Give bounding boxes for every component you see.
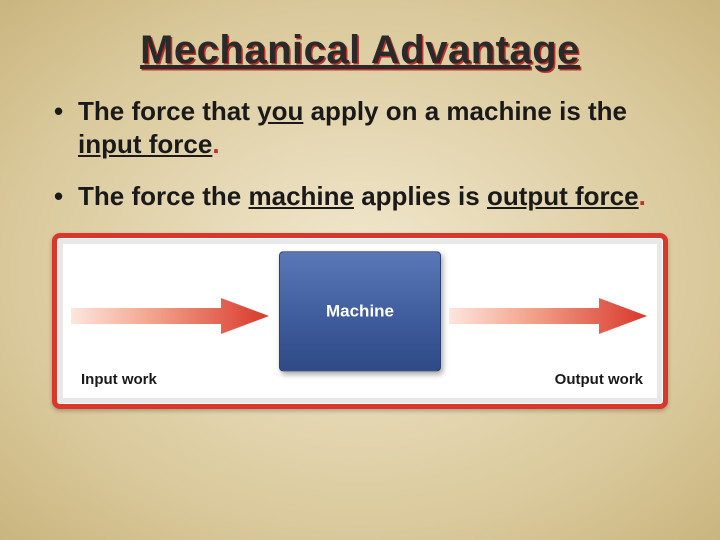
- bullet-1: The force that you apply on a machine is…: [50, 95, 678, 160]
- bullet-2-period: .: [639, 181, 646, 211]
- bullet-1-period: .: [212, 129, 219, 159]
- output-arrow-icon: [449, 294, 649, 338]
- bullet-2-u1: machine: [248, 181, 354, 211]
- bullet-1-pre: The force that: [78, 96, 257, 126]
- output-work-label: Output work: [555, 371, 643, 388]
- bullet-2-mid: applies is: [354, 181, 487, 211]
- bullet-2-u2: output force: [487, 181, 639, 211]
- input-work-label: Input work: [81, 371, 157, 388]
- machine-box: Machine: [279, 251, 441, 371]
- bullet-2-pre: The force the: [78, 181, 248, 211]
- diagram-canvas: Machine Input work Output work: [63, 244, 657, 398]
- slide-title: Mechanical Advantage: [42, 28, 678, 73]
- bullet-1-u2: input force: [78, 129, 212, 159]
- machine-label: Machine: [326, 301, 394, 321]
- diagram-frame: Machine Input work Output work: [52, 233, 668, 409]
- bullet-2: The force the machine applies is output …: [50, 180, 678, 213]
- bullet-1-mid: apply on a machine is the: [303, 96, 627, 126]
- bullet-1-u1: you: [257, 96, 303, 126]
- input-arrow-icon: [71, 294, 271, 338]
- slide: Mechanical Advantage The force that you …: [0, 0, 720, 540]
- bullet-list: The force that you apply on a machine is…: [50, 95, 678, 213]
